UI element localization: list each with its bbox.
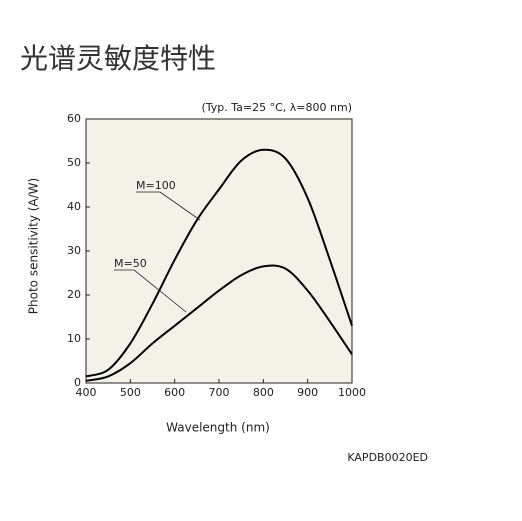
chart-subtitle: (Typ. Ta=25 °C, λ=800 nm) xyxy=(201,101,352,114)
y-tick-label: 60 xyxy=(67,112,81,125)
x-axis-label: Wavelength (nm) xyxy=(166,421,270,435)
x-tick-label: 500 xyxy=(120,386,141,399)
x-tick-label: 600 xyxy=(164,386,185,399)
y-tick-label: 40 xyxy=(67,200,81,213)
page-title: 光谱灵敏度特性 xyxy=(20,42,216,75)
y-tick-label: 50 xyxy=(67,156,81,169)
x-tick-label: 800 xyxy=(253,386,274,399)
series-label: M=50 xyxy=(114,257,147,270)
x-tick-label: 900 xyxy=(297,386,318,399)
x-tick-label: 1000 xyxy=(338,386,366,399)
y-axis-label: Photo sensitivity (A/W) xyxy=(27,178,41,314)
y-tick-label: 10 xyxy=(67,332,81,345)
x-tick-label: 700 xyxy=(209,386,230,399)
chart-code: KAPDB0020ED xyxy=(347,451,428,464)
series-label: M=100 xyxy=(136,179,176,192)
y-tick-label: 20 xyxy=(67,288,81,301)
y-tick-label: 0 xyxy=(74,376,81,389)
y-tick-label: 30 xyxy=(67,244,81,257)
plot-area xyxy=(86,119,352,383)
